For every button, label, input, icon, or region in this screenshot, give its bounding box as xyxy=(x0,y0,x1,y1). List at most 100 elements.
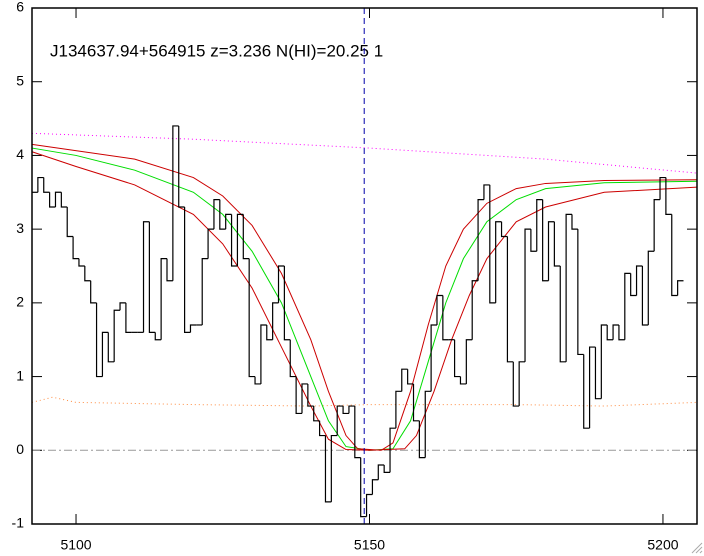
spectrum-step xyxy=(236,213,244,266)
spectrum-step xyxy=(665,177,672,215)
spectrum-step xyxy=(230,214,238,267)
resize-grip xyxy=(691,542,703,554)
spectrum-step xyxy=(512,361,520,407)
spectrum-step xyxy=(424,390,432,458)
y-tick-label: 3 xyxy=(16,220,24,236)
model-line xyxy=(31,132,698,174)
spectrum-step xyxy=(336,405,344,436)
spectrum-step xyxy=(547,221,555,281)
spectrum-step xyxy=(383,465,391,473)
spectrum-step xyxy=(342,406,349,415)
spectrum-step xyxy=(101,331,109,377)
plot-frame xyxy=(31,7,698,525)
spectrum-step xyxy=(459,376,467,385)
spectrum-step xyxy=(272,302,279,340)
spectrum-step xyxy=(95,302,103,378)
spectrum-step xyxy=(189,324,197,333)
spectrum-step xyxy=(536,199,543,252)
spectrum-step xyxy=(248,258,256,378)
spectrum-step xyxy=(54,191,62,208)
spectrum-step xyxy=(371,479,379,495)
x-tick-label: 5100 xyxy=(60,537,91,553)
spectrum-step xyxy=(659,176,666,200)
spectrum-step xyxy=(647,250,655,325)
spectrum-step xyxy=(242,214,250,260)
y-tick-label: 6 xyxy=(16,0,24,15)
spectrum-step xyxy=(407,369,414,385)
spectrum-step xyxy=(307,383,314,407)
spectrum-step xyxy=(671,214,678,297)
spectrum-step xyxy=(60,192,68,208)
spectrum-step xyxy=(354,406,361,459)
spectrum-step xyxy=(84,266,91,282)
spectrum-step xyxy=(377,464,385,480)
spectrum-step xyxy=(530,229,537,252)
spectrum-step xyxy=(553,221,561,267)
spectrum-step xyxy=(37,176,44,193)
spectrum-step xyxy=(219,199,226,230)
spectrum-step xyxy=(624,272,631,340)
spectrum-step xyxy=(348,405,355,414)
spectrum-step xyxy=(465,339,473,384)
spectrum-step xyxy=(142,221,150,333)
spectrum-step xyxy=(365,493,373,517)
spectrum-step xyxy=(78,258,85,267)
spectrum-step xyxy=(178,125,185,208)
spectrum-step xyxy=(588,346,596,429)
spectrum-step xyxy=(213,199,220,230)
spectrum-step xyxy=(612,324,619,340)
y-tick-label: 4 xyxy=(16,146,24,162)
spectrum-step xyxy=(418,420,426,459)
y-tick-label: 2 xyxy=(16,294,24,310)
spectrum-step xyxy=(477,199,484,281)
spectrum-step xyxy=(677,280,684,296)
spectrum-step xyxy=(500,221,508,238)
spectrum-step xyxy=(483,184,490,200)
spectrum-step xyxy=(635,265,643,296)
model-line xyxy=(31,151,698,451)
spectrum-step xyxy=(49,192,56,208)
spectrum-step xyxy=(318,420,326,437)
spectrum-step xyxy=(330,434,338,502)
spectrum-step xyxy=(66,207,74,238)
spectrum-step xyxy=(524,228,531,362)
spectrum-step xyxy=(313,406,320,422)
spectrum-step xyxy=(506,236,514,363)
y-tick-label: 0 xyxy=(16,441,24,457)
spectrum-step xyxy=(630,273,637,297)
spectrum-step xyxy=(453,339,461,378)
spectrum-step xyxy=(125,302,132,333)
spectrum-step xyxy=(360,457,367,518)
spectrum-step xyxy=(201,258,209,325)
spectrum-step xyxy=(72,236,79,260)
spectrum-step xyxy=(260,324,267,384)
spectrum-step xyxy=(559,266,567,363)
spectrum-step xyxy=(606,324,614,341)
chart-title: J134637.94+564915 z=3.236 N(HI)=20.25 1 xyxy=(50,41,383,60)
spectrum-step xyxy=(571,214,578,230)
spectrum-step xyxy=(401,368,408,392)
y-tick-label: -1 xyxy=(12,515,25,531)
spectrum-step xyxy=(653,199,661,252)
spectrum-step xyxy=(542,199,549,282)
spectrum-step xyxy=(154,332,162,341)
spectrum-step xyxy=(283,266,291,341)
spectrum-step xyxy=(618,324,625,341)
spectrum-step xyxy=(301,383,308,414)
spectrum-step xyxy=(43,177,50,193)
x-tick-label: 5150 xyxy=(354,537,385,553)
y-tick-label: 5 xyxy=(16,72,24,88)
spectrum-step xyxy=(565,213,572,362)
spectrum-step xyxy=(324,435,332,503)
spectrum-step xyxy=(442,295,449,341)
spectrum-step xyxy=(148,221,156,333)
spectrum-step xyxy=(172,125,179,281)
spectrum-step xyxy=(225,213,232,230)
spectrum-step xyxy=(641,266,649,326)
spectrum-step xyxy=(430,324,437,392)
spectrum-step xyxy=(577,229,584,356)
spectrum-step xyxy=(90,280,97,304)
spectrum-step xyxy=(289,339,297,378)
spectrum-step xyxy=(119,302,126,311)
